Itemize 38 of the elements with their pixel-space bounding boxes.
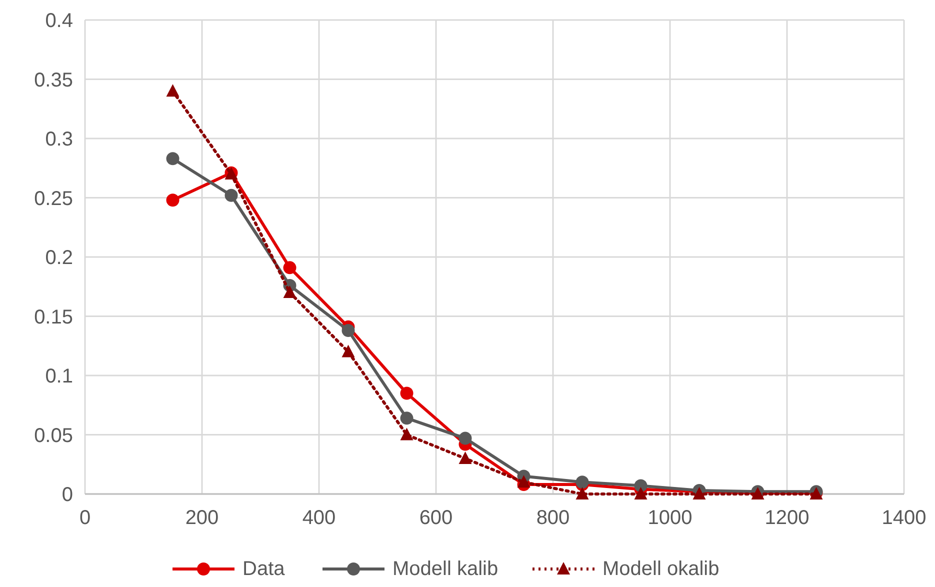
legend-label: Modell okalib — [602, 558, 720, 580]
x-tick-label: 0 — [79, 507, 91, 529]
point — [283, 261, 296, 274]
x-tick-label: 1000 — [648, 507, 692, 529]
y-tick-label: 0.05 — [34, 424, 73, 447]
point — [166, 152, 180, 166]
point — [400, 412, 414, 425]
y-tick-label: 0.4 — [45, 10, 73, 32]
x-tick-label: 1200 — [764, 507, 810, 529]
point — [634, 479, 648, 492]
point — [400, 428, 414, 440]
point — [576, 487, 589, 500]
point — [634, 487, 648, 500]
y-tick-label: 0.35 — [34, 69, 73, 92]
x-tick-label: 800 — [536, 507, 570, 529]
x-tick-label: 1400 — [882, 507, 926, 529]
x-tick-label: 400 — [302, 507, 336, 529]
point — [458, 451, 472, 464]
y-tick-label: 0.2 — [45, 247, 73, 269]
point — [576, 476, 589, 489]
legend-label: Modell kalib — [392, 558, 498, 580]
point — [517, 475, 530, 488]
y-tick-label: 0.25 — [34, 188, 73, 210]
point — [283, 286, 296, 298]
y-tick-label: 0.3 — [45, 128, 73, 150]
point — [342, 324, 355, 337]
legend-label: Data — [242, 558, 286, 580]
x-tick-label: 600 — [419, 507, 453, 529]
y-tick-label: 0.15 — [34, 306, 73, 328]
point — [224, 188, 238, 202]
point — [400, 386, 414, 400]
point — [342, 344, 355, 358]
point — [166, 194, 180, 207]
y-tick-label: 0 — [62, 484, 73, 506]
point — [458, 432, 472, 445]
point — [166, 84, 180, 97]
y-tick-label: 0.1 — [45, 366, 73, 388]
x-tick-label: 200 — [185, 507, 219, 529]
